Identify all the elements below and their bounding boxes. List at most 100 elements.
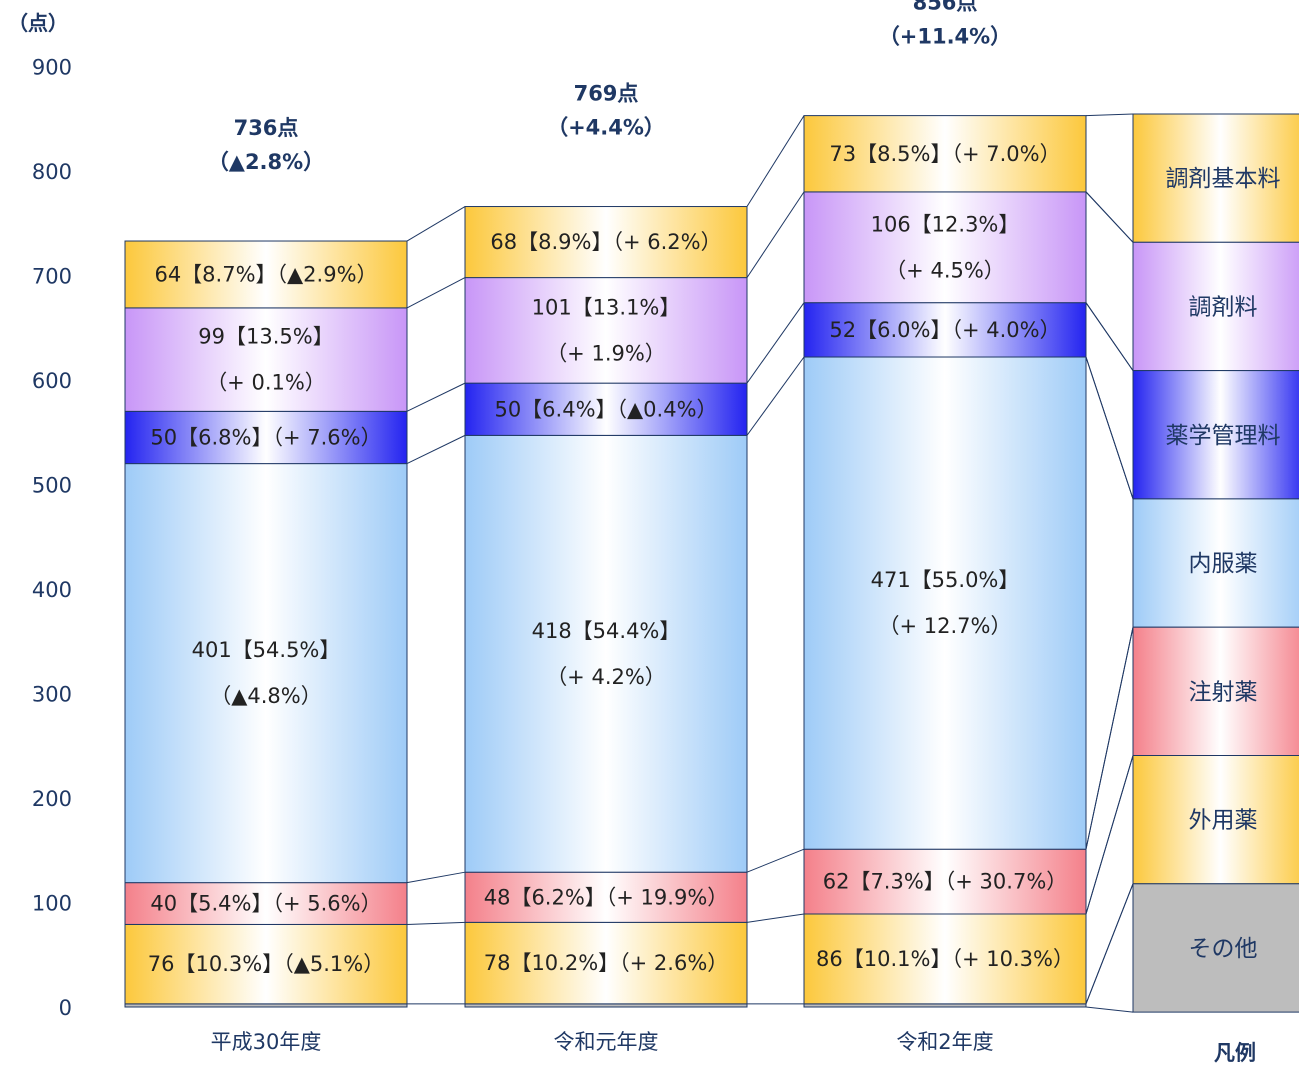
- legend-title: 凡例: [1214, 1041, 1256, 1065]
- segment-label: 64【8.7%】（▲2.9%）: [154, 262, 377, 286]
- x-category-label: 令和元年度: [554, 1030, 659, 1054]
- bar-segment: [803, 913, 1087, 1005]
- legend-label: 調剤基本料: [1166, 166, 1281, 192]
- total-change-label: （+4.4%）: [547, 115, 665, 139]
- bar-segment: [803, 302, 1087, 358]
- bar-segment: [803, 191, 1087, 304]
- segment-label: 101【13.1%】: [532, 295, 681, 319]
- legend-swatch: [1132, 113, 1299, 243]
- legend-label: 注射薬: [1189, 679, 1258, 705]
- segment-label: （+ 4.2%）: [546, 665, 666, 689]
- segment-label: 76【10.3%】（▲5.1%）: [148, 952, 384, 976]
- segment-labels: 76【10.3%】（▲5.1%） 78【10.2%】（+ 2.6%） 86【10.1…: [148, 0, 1074, 1054]
- x-category-label: 平成30年度: [211, 1030, 322, 1054]
- connector-line: [406, 206, 466, 242]
- segment-label: 471【55.0%】: [871, 568, 1020, 592]
- bar-segment: [124, 307, 408, 412]
- connector-line: [406, 871, 466, 884]
- legend-swatch: [1132, 626, 1299, 757]
- legend-label: 薬学管理料: [1166, 423, 1281, 449]
- y-unit-label: （点）: [8, 11, 68, 35]
- bar-segment: [124, 463, 408, 884]
- bar-segment: [464, 871, 748, 923]
- bar-connectors: [406, 115, 805, 1005]
- bar-segment: [803, 848, 1087, 915]
- segment-label: 68【8.9%】（+ 6.2%）: [490, 230, 721, 254]
- connector-line: [406, 921, 466, 925]
- y-tick-label: 300: [32, 683, 72, 707]
- bar-segment: [803, 356, 1087, 850]
- segment-label: 50【6.8%】（+ 7.6%）: [150, 425, 381, 449]
- segment-label: 62【7.3%】（+ 30.7%）: [823, 870, 1068, 894]
- y-tick-label: 800: [32, 160, 72, 184]
- legend-connector: [1085, 113, 1134, 117]
- bar-segment: [124, 240, 408, 309]
- x-category-label: 令和2年度: [896, 1030, 993, 1054]
- bar-segment: [124, 882, 408, 925]
- segment-label: 50【6.4%】（▲0.4%）: [494, 397, 717, 421]
- y-tick-label: 200: [32, 787, 72, 811]
- legend-label: 外用薬: [1189, 808, 1258, 834]
- segment-label: 86【10.1%】（+ 10.3%）: [816, 947, 1074, 971]
- bar-segment: [124, 410, 408, 465]
- y-tick-label: 600: [32, 369, 72, 393]
- legend-connector: [1085, 755, 1134, 915]
- connector-line: [746, 191, 805, 278]
- segment-label: 73【8.5%】（+ 7.0%）: [829, 142, 1060, 166]
- segment-label: 40【5.4%】（+ 5.6%）: [150, 892, 381, 916]
- segment-label: （+ 12.7%）: [879, 614, 1012, 638]
- legend-swatch: [1132, 755, 1299, 885]
- connector-line: [746, 848, 805, 873]
- legend-connector: [1085, 883, 1134, 1005]
- connector-line: [406, 434, 466, 465]
- total-label: 736点: [234, 116, 299, 140]
- legend-connector: [1085, 356, 1134, 500]
- legend-label: 内服薬: [1189, 551, 1258, 577]
- legend-swatch: [1132, 241, 1299, 372]
- segment-label: 418【54.4%】: [532, 619, 681, 643]
- legend-connector: [1085, 191, 1134, 243]
- legend-swatch: [1132, 883, 1299, 1013]
- connector-line: [406, 382, 466, 412]
- connector-line: [746, 913, 805, 923]
- legend-connector: [1085, 302, 1134, 371]
- bar-segment: [464, 434, 748, 873]
- legend-connector: [1085, 627, 1134, 850]
- segment-label: 48【6.2%】（+ 19.9%）: [484, 885, 729, 909]
- y-tick-label: 700: [32, 265, 72, 289]
- y-tick-label: 500: [32, 474, 72, 498]
- connector-line: [746, 115, 805, 207]
- segment-label: （+ 4.5%）: [885, 258, 1005, 282]
- total-label: 856点: [913, 0, 978, 14]
- y-tick-label: 100: [32, 892, 72, 916]
- legend-label: 調剤料: [1189, 294, 1258, 320]
- bar-segment: [464, 382, 748, 436]
- total-change-label: （▲2.8%）: [208, 150, 324, 174]
- bar-segment: [464, 921, 748, 1005]
- segment-label: 99【13.5%】: [198, 325, 333, 349]
- legend-connector: [1085, 1006, 1134, 1013]
- connector-line: [746, 356, 805, 436]
- bar-segment: [803, 115, 1087, 193]
- bar-segment: [464, 206, 748, 279]
- connector-line: [406, 277, 466, 309]
- y-tick-label: 900: [32, 56, 72, 80]
- bars: [124, 115, 1087, 1008]
- legend-swatch: [1132, 498, 1299, 628]
- segment-label: 52【6.0%】（+ 4.0%）: [829, 318, 1060, 342]
- total-change-label: （+11.4%）: [879, 24, 1011, 48]
- legend-label: その他: [1189, 936, 1258, 962]
- segment-label: （+ 1.9%）: [546, 341, 666, 365]
- bar-segment: [464, 277, 748, 384]
- segment-label: 78【10.2%】（+ 2.6%）: [484, 951, 729, 975]
- y-tick-label: 400: [32, 578, 72, 602]
- segment-label: 401【54.5%】: [192, 638, 341, 662]
- y-tick-label: 0: [59, 996, 72, 1020]
- connector-line: [746, 302, 805, 384]
- segment-label: （+ 0.1%）: [206, 371, 326, 395]
- total-label: 769点: [574, 81, 639, 105]
- legend-swatch: [1132, 370, 1299, 500]
- y-axis: （点） 900 800 700 600 500 400 300 200 100 0: [8, 11, 72, 1020]
